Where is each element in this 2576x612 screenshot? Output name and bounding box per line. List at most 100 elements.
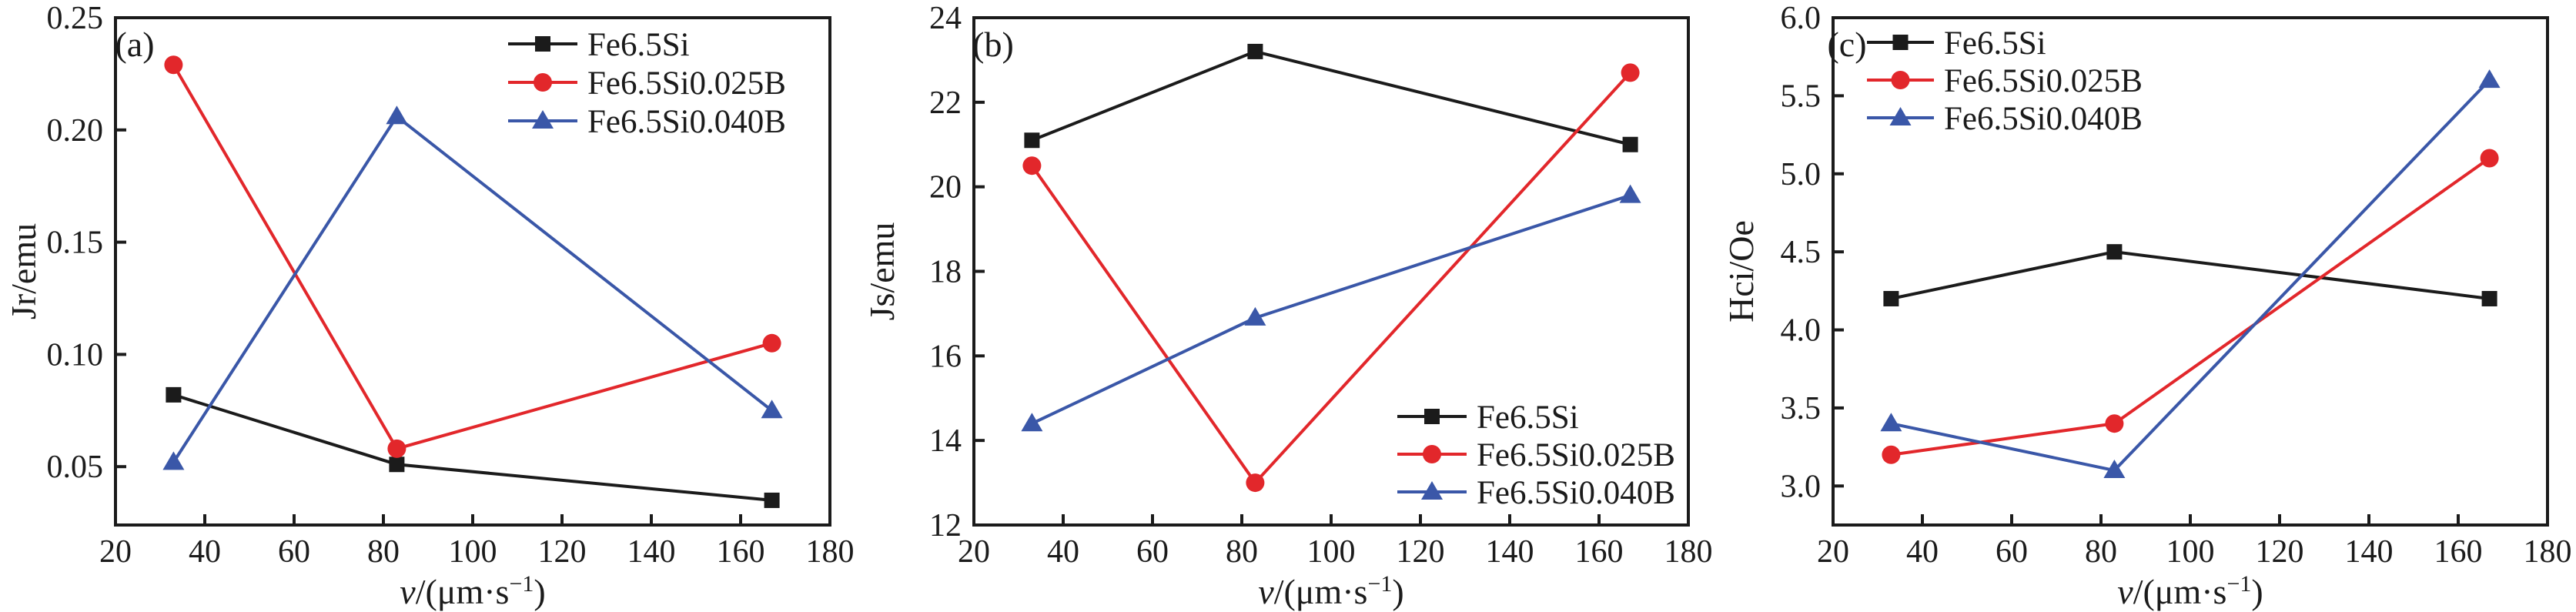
y-axis: 3.0 3.5 4.0 4.5 5.0 5.5 6.0 — [1780, 1, 1844, 504]
y-tick-label: 16 — [929, 339, 962, 374]
series-markers-Fe6.5Si0.040B — [162, 105, 783, 470]
legend-marker — [531, 110, 554, 129]
x-axis: 20 40 60 80 100 120 140 160 180 — [99, 513, 855, 570]
legend-label: Fe6.5Si0.025B — [1477, 437, 1675, 473]
x-tick-label: 160 — [1575, 534, 1624, 570]
y-tick-label: 24 — [929, 1, 962, 36]
x-tick-label: 100 — [1307, 534, 1356, 570]
x-tick-label: 20 — [99, 534, 132, 570]
y-tick-label: 3.0 — [1780, 469, 1820, 504]
data-point-marker — [1883, 290, 1899, 306]
data-point-marker — [166, 386, 182, 403]
series-markers-Fe6.5Si0.040B — [1880, 69, 2501, 479]
x-tick-label: 80 — [367, 534, 400, 570]
y-tick-label: 0.05 — [47, 450, 103, 485]
y-tick-label: 20 — [929, 170, 962, 206]
data-point-marker — [387, 439, 406, 458]
x-tick-label: 180 — [2523, 534, 2571, 570]
x-tick-label: 180 — [806, 534, 855, 570]
x-tick-label: 80 — [1226, 534, 1258, 570]
legend-marker — [534, 36, 550, 52]
x-tick-label: 20 — [1817, 534, 1849, 570]
y-axis-title: Hci/Oe — [1721, 220, 1761, 323]
data-point-marker — [1882, 445, 1901, 464]
legend-label: Fe6.5Si0.040B — [1944, 101, 2143, 137]
data-point-marker — [2103, 460, 2126, 479]
data-point-marker — [764, 492, 780, 508]
legend-marker — [1891, 71, 1910, 90]
legend-label: Fe6.5Si0.040B — [1477, 475, 1675, 511]
chart-a-jr-vs-speed: 20 40 60 80 100 120 140 160 1800.050.100.150.200… — [4, 1, 855, 611]
data-point-marker — [1619, 184, 1641, 203]
data-point-marker — [2481, 290, 2497, 306]
x-tick-label: 40 — [189, 534, 221, 570]
data-point-marker — [761, 400, 783, 419]
x-tick-label: 160 — [717, 534, 765, 570]
y-tick-label: 0.20 — [47, 113, 103, 149]
data-point-marker — [2478, 69, 2501, 89]
y-tick-label: 0.25 — [47, 1, 103, 36]
panel-a: 20 40 60 80 100 120 140 160 180 0.05 0.10 0.15 0.20 0… — [0, 0, 858, 612]
legend-label: Fe6.5Si — [1944, 25, 2046, 62]
series-line-Fe6.5Si — [1890, 250, 2490, 300]
data-point-marker — [1621, 63, 1640, 82]
data-point-marker — [162, 451, 185, 470]
data-point-marker — [1622, 136, 1638, 152]
y-axis: 0.05 0.10 0.15 0.20 0.25 — [47, 1, 126, 485]
x-tick-label: 140 — [1486, 534, 1534, 570]
series-markers-Fe6.5Si — [1024, 43, 1638, 152]
x-tick-label: 120 — [1397, 534, 1445, 570]
data-point-marker — [1244, 306, 1266, 326]
x-axis: 20 40 60 80 100 120 140 160 180 — [958, 513, 1713, 570]
data-point-marker — [762, 333, 781, 353]
x-axis-title: v/(μm·s−1) — [2117, 571, 2263, 611]
data-point-marker — [2105, 414, 2124, 433]
chart-c-hci-vs-speed: 20 40 60 80 100 120 140 160 180 3.0 3.5 4.0 4.5 5.0 5.… — [1721, 1, 2571, 611]
panel-letter-label: (c) — [1827, 25, 1866, 64]
series-line-Fe6.5Si — [172, 393, 772, 502]
y-tick-label: 5.5 — [1780, 79, 1820, 114]
data-point-marker — [2480, 149, 2499, 168]
panel-letter-label: (a) — [115, 25, 154, 64]
series-line-Fe6.5Si — [1031, 49, 1631, 146]
data-point-marker — [1024, 132, 1040, 149]
data-point-marker — [1022, 156, 1042, 176]
y-tick-label: 18 — [929, 255, 962, 290]
x-tick-label: 100 — [2166, 534, 2214, 570]
legend-label: Fe6.5Si — [1477, 400, 1579, 436]
legend-marker — [1424, 408, 1440, 424]
series-markers-Fe6.5Si0.025B — [1882, 149, 2499, 464]
y-tick-label: 4.5 — [1780, 235, 1820, 270]
x-axis: 20 40 60 80 100 120 140 160 180 — [1817, 513, 2571, 570]
x-tick-label: 160 — [2434, 534, 2482, 570]
legend-label: Fe6.5Si0.025B — [1944, 63, 2143, 99]
panel-b: 20 40 60 80 100 120 140 160 180 12 14 16 18 20 22 24 Js/… — [858, 0, 1717, 612]
y-axis-title: Js/emu — [862, 222, 902, 321]
y-tick-label: 14 — [929, 423, 962, 459]
y-tick-label: 22 — [929, 85, 962, 121]
x-tick-label: 100 — [449, 534, 497, 570]
data-point-marker — [1021, 413, 1043, 432]
x-axis-title: v/(μm·s−1) — [400, 571, 545, 611]
legend-marker — [1423, 444, 1442, 463]
data-point-marker — [1247, 43, 1263, 59]
y-tick-label: 3.5 — [1780, 391, 1820, 426]
x-tick-label: 180 — [1664, 534, 1713, 570]
series-markers-Fe6.5Si — [1883, 244, 2497, 306]
x-tick-label: 120 — [2255, 534, 2303, 570]
legend-label: Fe6.5Si — [587, 27, 690, 63]
series-markers-Fe6.5Si0.025B — [164, 55, 781, 458]
y-tick-label: 12 — [929, 508, 962, 543]
legend-marker — [1421, 480, 1444, 500]
y-tick-label: 6.0 — [1780, 1, 1820, 36]
x-tick-label: 60 — [1136, 534, 1169, 570]
series-line-Fe6.5Si0.040B — [1031, 193, 1631, 426]
y-tick-label: 4.0 — [1780, 313, 1820, 349]
data-point-marker — [386, 105, 408, 125]
x-axis-title: v/(μm·s−1) — [1259, 571, 1404, 611]
y-tick-label: 0.10 — [47, 337, 103, 373]
series-line-Fe6.5Si0.025B — [1890, 156, 2491, 456]
x-tick-label: 80 — [2085, 534, 2117, 570]
